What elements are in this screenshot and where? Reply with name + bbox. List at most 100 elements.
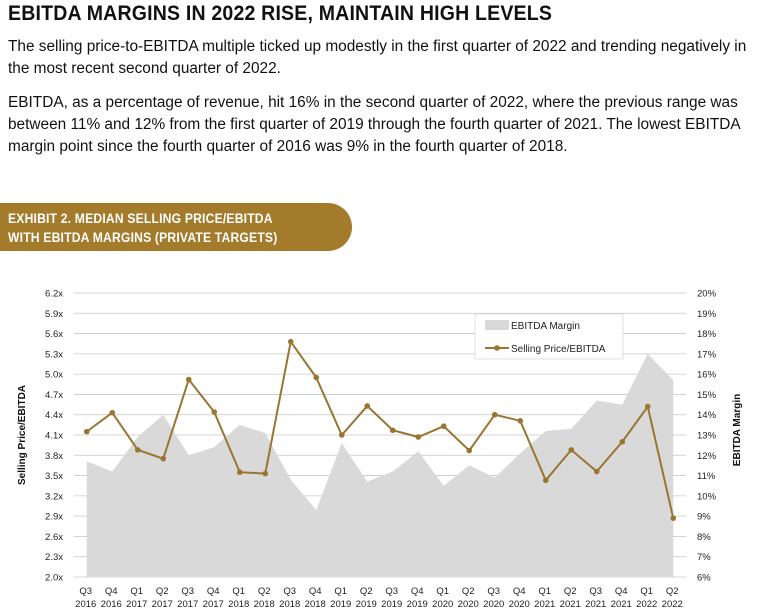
selling-price-point <box>415 434 422 440</box>
x-tick-year: 2019 <box>407 599 428 610</box>
x-tick-year: 2018 <box>305 599 326 610</box>
selling-price-point <box>542 477 549 484</box>
x-tick-year: 2021 <box>585 599 606 610</box>
selling-price-point <box>466 447 473 454</box>
y2-tick-label: 6% <box>697 573 711 584</box>
y-tick-label: 3.2x <box>45 491 63 502</box>
x-tick-year: 2020 <box>458 599 479 610</box>
x-tick-year: 2021 <box>534 599 555 610</box>
y-tick-label: 5.6x <box>45 329 63 340</box>
x-tick-year: 2016 <box>75 599 96 610</box>
exhibit-banner: EXHIBIT 2. MEDIAN SELLING PRICE/EBITDA W… <box>0 203 352 251</box>
x-tick-quarter: Q2 <box>564 586 577 597</box>
legend-label-ebitda-margin: EBITDA Margin <box>511 321 580 332</box>
detail-paragraph: EBITDA, as a percentage of revenue, hit … <box>8 94 740 155</box>
x-tick-quarter: Q2 <box>360 586 373 597</box>
y-tick-label: 5.3x <box>45 349 63 360</box>
y2-tick-label: 20% <box>697 289 717 300</box>
selling-price-point <box>517 418 524 424</box>
y2-tick-label: 10% <box>697 491 717 502</box>
x-axis-ticks: Q3 2016 Q4 2016 Q1 2017 Q2 2017 Q3 2017 Q4 2017 Q1 20… <box>75 586 683 610</box>
exhibit-title-line1: EXHIBIT 2. MEDIAN SELLING PRICE/EBITDA <box>8 211 273 226</box>
x-tick-quarter: Q1 <box>436 586 449 597</box>
x-tick-year: 2019 <box>356 599 377 610</box>
y-tick-label: 2.0x <box>45 573 63 584</box>
selling-price-point <box>670 515 677 521</box>
y-tick-label: 2.6x <box>45 532 63 543</box>
x-tick-quarter: Q1 <box>130 586 143 597</box>
y2-tick-label: 12% <box>697 451 717 462</box>
x-tick-year: 2020 <box>509 599 530 610</box>
exhibit-title-line2: WITH EBITDA MARGINS (PRIVATE TARGETS) <box>8 230 278 245</box>
x-tick-year: 2022 <box>636 599 657 610</box>
y-tick-label: 3.8x <box>45 451 63 462</box>
selling-price-point <box>83 428 90 435</box>
selling-price-point <box>109 409 116 416</box>
selling-price-point <box>134 447 141 453</box>
x-tick-quarter: Q3 <box>283 586 296 597</box>
selling-price-point <box>593 468 600 475</box>
x-tick-year: 2020 <box>483 599 504 610</box>
x-tick-year: 2017 <box>152 599 173 610</box>
y2-tick-label: 9% <box>697 512 711 523</box>
y-tick-label: 4.4x <box>45 410 63 421</box>
selling-price-point <box>644 403 651 410</box>
y-tick-label: 5.0x <box>45 370 63 381</box>
right-axis-ticks: 6% 7% 8% 9% 10% 11% 12% 13% 14% 15% 16% 17% 18% 19% 20… <box>697 289 717 584</box>
x-tick-year: 2018 <box>279 599 300 610</box>
x-tick-quarter: Q2 <box>258 586 271 597</box>
x-tick-year: 2021 <box>611 599 632 610</box>
x-tick-quarter: Q4 <box>411 586 424 597</box>
x-tick-quarter: Q4 <box>105 586 118 597</box>
y2-tick-label: 11% <box>697 471 716 482</box>
selling-price-line-layer <box>83 338 677 521</box>
y2-tick-label: 18% <box>697 329 717 340</box>
x-tick-quarter: Q2 <box>666 586 679 597</box>
x-tick-year: 2018 <box>228 599 249 610</box>
x-tick-quarter: Q3 <box>385 586 398 597</box>
right-axis-title: EBITDA Margin <box>732 394 743 466</box>
selling-price-point <box>313 374 320 381</box>
ebitda-margin-area <box>86 353 674 577</box>
y2-tick-label: 8% <box>697 532 711 543</box>
x-tick-quarter: Q4 <box>513 586 526 597</box>
selling-price-point <box>160 455 167 462</box>
x-tick-year: 2022 <box>662 599 683 610</box>
selling-price-point <box>568 447 575 453</box>
selling-price-point <box>185 376 192 383</box>
selling-price-point <box>236 469 243 475</box>
x-tick-year: 2017 <box>177 599 198 610</box>
y-tick-label: 5.9x <box>45 309 63 320</box>
y2-tick-label: 17% <box>697 349 717 360</box>
y2-tick-label: 7% <box>697 552 711 563</box>
ebitda-margin-area-layer <box>86 353 674 577</box>
x-tick-quarter: Q4 <box>309 586 322 597</box>
legend-swatch-ebitda-margin <box>485 320 509 330</box>
selling-price-point <box>389 427 396 434</box>
x-tick-quarter: Q4 <box>207 586 220 597</box>
x-tick-year: 2020 <box>432 599 453 610</box>
x-tick-quarter: Q3 <box>589 586 602 597</box>
x-tick-year: 2021 <box>560 599 581 610</box>
x-tick-quarter: Q1 <box>640 586 653 597</box>
selling-price-point <box>491 411 498 418</box>
y2-tick-label: 19% <box>697 309 717 320</box>
selling-price-line <box>86 339 675 519</box>
selling-price-point <box>287 338 294 345</box>
x-tick-quarter: Q1 <box>538 586 551 597</box>
legend-label-selling-price: Selling Price/EBITDA <box>511 344 606 355</box>
y-tick-label: 6.2x <box>45 289 63 300</box>
ebitda-chart: 2.0x 2.3x 2.6x 2.9x 3.2x 3.5x 3.8x 4.1x 4.4x 4.7x… <box>17 289 743 611</box>
chart-legend: EBITDA Margin Selling Price/EBITDA <box>474 313 624 360</box>
page-title: EBITDA MARGINS IN 2022 RISE, MAINTAIN HI… <box>8 2 553 25</box>
x-tick-quarter: Q3 <box>79 586 92 597</box>
x-tick-year: 2019 <box>330 599 351 610</box>
y-tick-label: 2.3x <box>45 552 63 563</box>
x-tick-quarter: Q2 <box>462 586 475 597</box>
x-tick-quarter: Q2 <box>156 586 169 597</box>
left-axis-ticks: 2.0x 2.3x 2.6x 2.9x 3.2x 3.5x 3.8x 4.1x 4.4x 4.7x… <box>45 289 63 584</box>
legend-marker-selling-price <box>494 345 500 351</box>
x-tick-year: 2017 <box>126 599 147 610</box>
y-tick-label: 4.1x <box>45 431 63 442</box>
y-tick-label: 4.7x <box>45 390 63 401</box>
